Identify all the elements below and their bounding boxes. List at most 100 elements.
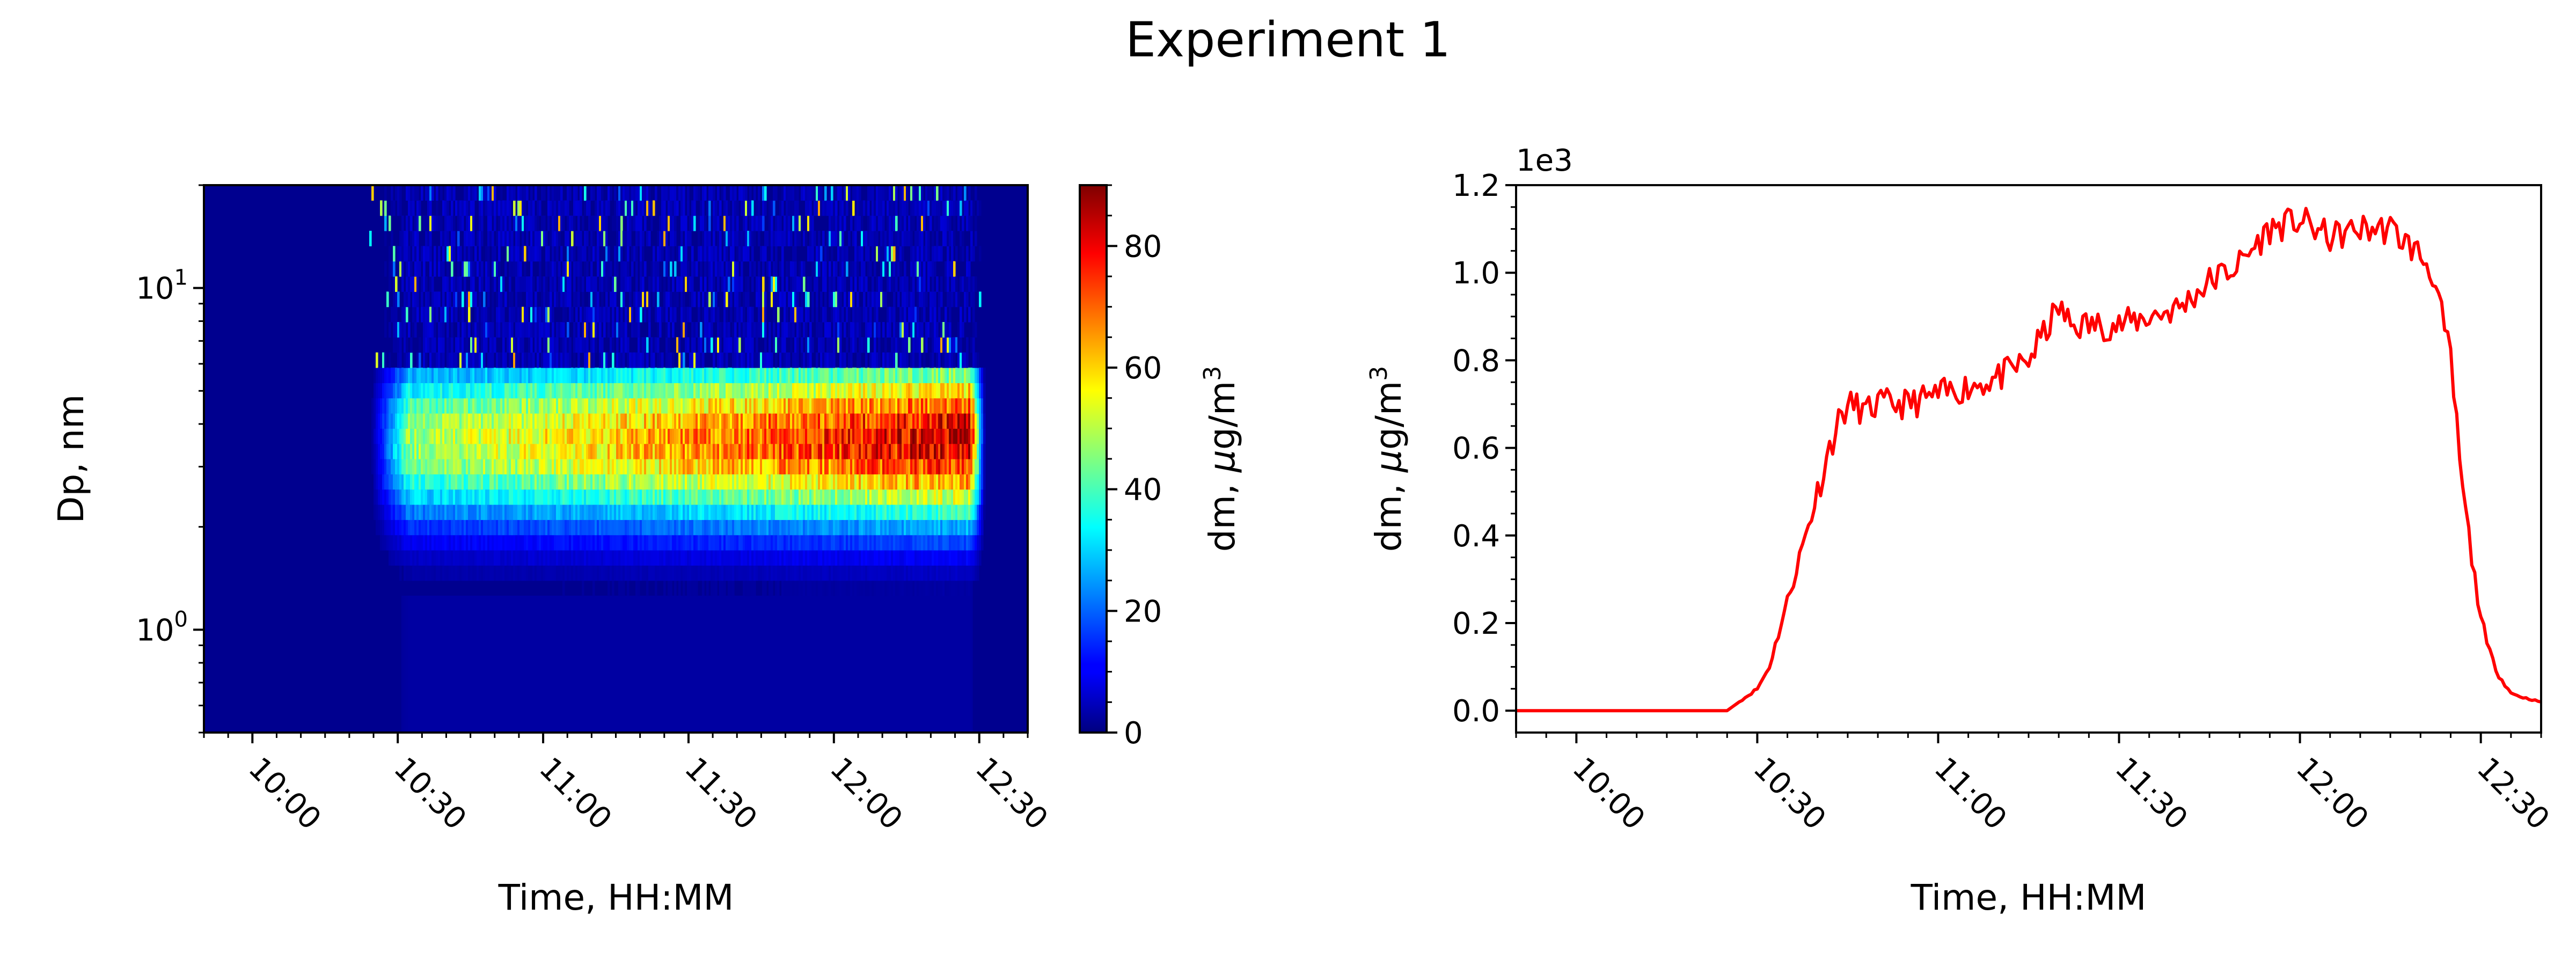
heatmap-cell — [614, 474, 617, 490]
heatmap-cell — [550, 200, 552, 216]
heatmap-cell — [569, 276, 572, 292]
heatmap-cell — [620, 580, 623, 596]
heatmap-cell — [511, 550, 514, 566]
heatmap-cell — [565, 641, 567, 657]
heatmap-cell — [577, 398, 580, 414]
heatmap-cell — [389, 428, 391, 444]
heatmap-cell — [453, 352, 456, 368]
heatmap-cell — [524, 352, 526, 368]
heatmap-cell — [601, 368, 604, 383]
heatmap-cell — [509, 443, 511, 459]
heatmap-cell — [519, 626, 522, 642]
heatmap-cell — [719, 717, 722, 733]
heatmap-cell — [706, 535, 709, 551]
heatmap-cell — [657, 352, 660, 368]
heatmap-cell — [599, 276, 602, 292]
heatmap-cell — [665, 519, 668, 536]
heatmap-cell — [586, 565, 589, 581]
heatmap-cell — [378, 459, 380, 474]
heatmap-cell — [708, 231, 711, 246]
heatmap-cell — [614, 565, 617, 581]
heatmap-cell — [687, 443, 690, 459]
heatmap-cell — [672, 443, 675, 459]
heatmap-cell — [597, 702, 599, 718]
heatmap-cell — [504, 489, 507, 505]
heatmap-cell — [569, 246, 572, 262]
heatmap-cell — [665, 337, 668, 353]
heatmap-cell — [642, 626, 645, 642]
heatmap-cell — [504, 413, 507, 429]
heatmap-cell — [691, 626, 694, 642]
heatmap-cell — [410, 413, 413, 429]
heatmap-cell — [625, 611, 627, 627]
heatmap-cell — [657, 428, 660, 444]
heatmap-cell — [653, 200, 655, 216]
heatmap-cell — [528, 246, 531, 262]
heatmap-cell — [494, 702, 496, 718]
heatmap-cell — [700, 550, 702, 566]
heatmap-cell — [640, 215, 642, 231]
heatmap-cell — [502, 611, 505, 627]
heatmap-cell — [442, 443, 445, 459]
heatmap-cell — [646, 596, 649, 611]
heatmap-cell — [663, 368, 666, 383]
heatmap-cell — [560, 322, 563, 338]
heatmap-cell — [689, 368, 692, 383]
heatmap-cell — [633, 596, 636, 611]
heatmap-cell — [646, 185, 649, 201]
heatmap-cell — [431, 550, 434, 566]
heatmap-cell — [543, 550, 546, 566]
heatmap-cell — [481, 413, 484, 429]
heatmap-cell — [384, 231, 387, 246]
heatmap-cell — [590, 519, 593, 536]
heatmap-cell — [655, 337, 657, 353]
heatmap-cell — [597, 215, 599, 231]
heatmap-cell — [633, 656, 636, 672]
heatmap-cell — [425, 398, 428, 414]
heatmap-cell — [423, 459, 426, 474]
heatmap-cell — [678, 626, 681, 642]
heatmap-cell — [380, 368, 383, 383]
heatmap-cell — [556, 291, 559, 308]
heatmap-cell — [569, 185, 572, 201]
heatmap-cell — [719, 443, 722, 459]
heatmap-cell — [704, 383, 707, 399]
heatmap-cell — [423, 261, 426, 277]
heatmap-cell — [655, 596, 657, 611]
heatmap-cell — [543, 519, 546, 536]
heatmap-cell — [640, 306, 642, 323]
heatmap-cell — [423, 215, 426, 231]
heatmap-cell — [665, 231, 668, 246]
heatmap-cell — [672, 291, 675, 308]
heatmap-cell — [683, 626, 685, 642]
heatmap-cell — [665, 428, 668, 444]
heatmap-cell — [455, 413, 458, 429]
heatmap-cell — [513, 504, 516, 520]
heatmap-cell — [419, 443, 421, 459]
heatmap-cell — [571, 459, 574, 474]
heatmap-cell — [517, 413, 520, 429]
heatmap-cell — [644, 352, 647, 368]
heatmap-cell — [633, 519, 636, 536]
heatmap-cell — [582, 368, 584, 383]
heatmap-cell — [504, 322, 507, 338]
heatmap-cell — [721, 717, 724, 733]
heatmap-cell — [541, 550, 544, 566]
heatmap-cell — [683, 519, 685, 536]
heatmap-cell — [569, 215, 572, 231]
heatmap-cell — [431, 337, 434, 353]
heatmap-cell — [556, 641, 559, 657]
heatmap-cell — [723, 489, 726, 505]
heatmap-cell — [457, 368, 460, 383]
heatmap-cell — [610, 291, 612, 308]
heatmap-cell — [592, 413, 595, 429]
heatmap-cell — [539, 641, 541, 657]
heatmap-cell — [674, 443, 677, 459]
heatmap-cell — [507, 519, 509, 536]
heatmap-cell — [470, 626, 473, 642]
heatmap-cell — [404, 671, 406, 687]
heatmap-cell — [569, 596, 572, 611]
heatmap-cell — [436, 368, 438, 383]
heatmap-cell — [625, 687, 627, 702]
heatmap-cell — [672, 717, 675, 733]
